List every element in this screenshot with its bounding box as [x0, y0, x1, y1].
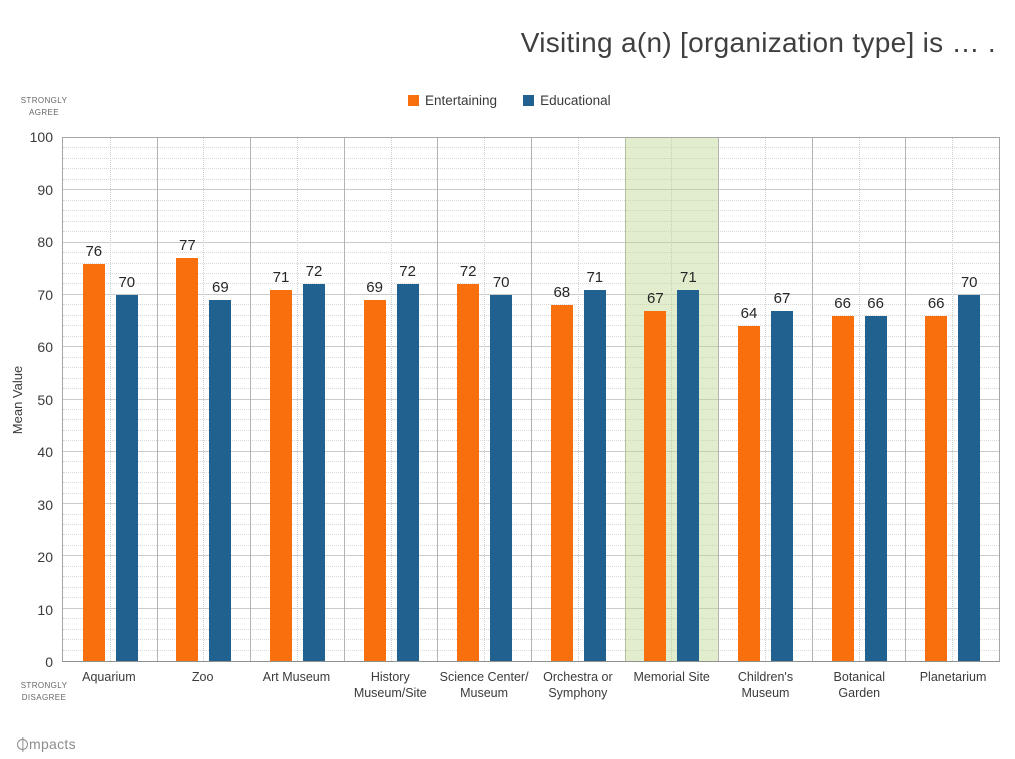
- entertaining-swatch-icon: [408, 95, 419, 106]
- bar-educational: [490, 294, 513, 661]
- bar-value-label: 70: [492, 273, 510, 291]
- circled-i-icon: [17, 738, 28, 750]
- logo-text: mpacts: [29, 736, 76, 752]
- y-tick-label: 90: [37, 181, 53, 198]
- bar-value-label: 66: [867, 294, 884, 312]
- bar-entertaining: [831, 315, 854, 661]
- category-center-gridline: [109, 138, 111, 661]
- bar-value-label: 64: [740, 305, 758, 323]
- category-label: Zoo: [191, 670, 214, 684]
- category-label: Botanical Garden: [833, 670, 885, 701]
- bar-value-label: 70: [960, 273, 978, 291]
- y-tick-label: 30: [37, 496, 53, 513]
- legend: Entertaining Educational: [408, 93, 611, 108]
- bar-value-label: 72: [399, 263, 416, 281]
- bar-value-label: 68: [553, 284, 571, 302]
- chart-title: Visiting a(n) [organization type] is … .: [520, 27, 996, 58]
- bar-value-label: 67: [773, 289, 791, 307]
- category-separator: [531, 138, 532, 661]
- category-label: History Museum/Site: [353, 670, 427, 701]
- bar-value-label: 66: [834, 294, 851, 312]
- category-label: Children's Museum: [737, 670, 794, 701]
- category-separator: [905, 138, 907, 661]
- plot-area: 76 77 71 69 72 68 67 64 66 66 70 69 72 72 70 71 71 67 66 70: [62, 137, 1000, 662]
- bar-entertaining: [925, 315, 948, 661]
- category-center-gridline: [390, 138, 392, 661]
- bar-educational: [209, 300, 232, 661]
- category-center-gridline: [297, 138, 298, 661]
- bar-entertaining: [176, 258, 199, 661]
- legend-item-educational: Educational: [523, 93, 611, 108]
- legend-label-educational: Educational: [540, 93, 611, 108]
- bar-value-label: 67: [647, 289, 664, 307]
- bar-entertaining: [270, 289, 292, 661]
- category-center-gridline: [671, 138, 673, 661]
- bar-educational: [864, 315, 887, 661]
- legend-label-entertaining: Entertaining: [425, 93, 498, 108]
- category-center-gridline: [952, 138, 954, 661]
- bar-educational: [677, 289, 700, 661]
- y-tick-label: 60: [37, 339, 53, 355]
- category-center-gridline: [765, 138, 766, 661]
- y-tick-label: 10: [37, 601, 53, 618]
- bar-educational: [115, 294, 138, 661]
- bar-value-label: 66: [927, 294, 945, 312]
- bar-value-label: 76: [85, 242, 103, 260]
- bar-entertaining: [363, 300, 386, 661]
- bar-value-label: 72: [305, 263, 323, 281]
- category-center-gridline: [484, 138, 486, 661]
- bar-educational: [771, 310, 793, 661]
- category-separator: [343, 138, 345, 661]
- category-separator: [718, 138, 720, 661]
- category-label: Art Museum: [262, 670, 331, 684]
- category-label: Orchestra or Symphony: [543, 670, 613, 701]
- category-center-gridline: [577, 138, 579, 661]
- category-separator: [437, 138, 439, 661]
- bar-entertaining: [738, 326, 760, 661]
- legend-item-entertaining: Entertaining: [408, 93, 497, 108]
- bar-value-label: 71: [272, 268, 290, 286]
- bar-educational: [583, 289, 606, 661]
- y-tick-label: 100: [29, 129, 53, 145]
- bar-value-label: 71: [680, 268, 697, 286]
- y-tick-label: 70: [37, 286, 53, 303]
- y-tick-label: 80: [37, 234, 53, 250]
- category-center-gridline: [858, 138, 860, 661]
- bar-entertaining: [644, 310, 667, 661]
- educational-swatch-icon: [523, 95, 535, 106]
- bar-entertaining: [550, 305, 573, 661]
- y-tick-label: 0: [45, 654, 53, 670]
- bar-value-label: 69: [212, 279, 229, 297]
- y-axis-ticks: 100 90 80 70 60 50 40 30 20 10 0: [8, 129, 53, 670]
- highlight-band-memorial-site: [624, 138, 719, 661]
- category-separator: [811, 138, 813, 661]
- category-label: Planetarium: [919, 670, 987, 684]
- impacts-logo: mpacts: [17, 736, 76, 752]
- strongly-agree-caption: STRONGLY AGREE: [20, 96, 68, 117]
- bar-entertaining: [82, 263, 105, 661]
- bar-educational: [396, 284, 419, 661]
- y-tick-label: 50: [37, 391, 53, 408]
- x-axis-labels: Aquarium Zoo Art Museum History Museum/Site…: [62, 669, 1000, 702]
- bar-value-label: 77: [179, 237, 196, 255]
- category-label: Memorial Site: [633, 670, 710, 684]
- category-label: Aquarium: [82, 670, 136, 684]
- bar-educational: [303, 284, 325, 661]
- bar-value-label: 70: [118, 273, 136, 291]
- y-tick-label: 40: [37, 444, 53, 460]
- bar-entertaining: [457, 284, 480, 661]
- bar-value-label: 72: [459, 263, 477, 281]
- category-separator: [624, 138, 626, 661]
- category-label: Science Center/ Museum: [439, 670, 529, 701]
- bar-value-label: 69: [366, 279, 383, 297]
- y-tick-label: 20: [37, 549, 53, 565]
- category-center-gridline: [203, 138, 205, 661]
- category-separator: [156, 138, 158, 661]
- category-separator: [250, 138, 252, 661]
- bar-value-label: 71: [586, 268, 604, 286]
- strongly-disagree-caption: STRONGLY DISAGREE: [20, 681, 68, 702]
- bar-educational: [958, 294, 981, 661]
